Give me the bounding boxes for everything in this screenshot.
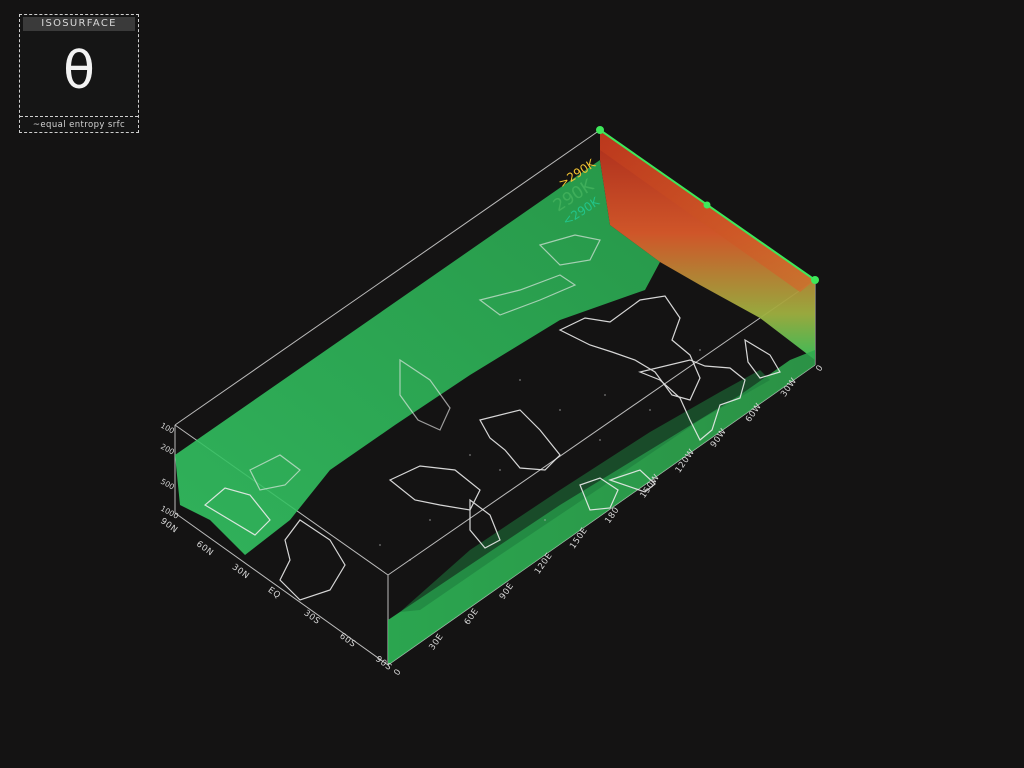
latitude-tick-60N: 60N (194, 539, 215, 558)
isosurface-east-wall-top (600, 130, 815, 292)
isosurface-south-wall (388, 350, 815, 665)
coastlines (203, 234, 781, 601)
theta-symbol: θ (63, 41, 95, 101)
longitude-tick-12: 0 (814, 363, 826, 374)
longitude-tick-0: 0 (392, 667, 404, 678)
handle-end[interactable] (811, 276, 819, 284)
latitude-tick-60S: 60S (337, 631, 357, 650)
isosurface-legend: ISOSURFACE θ ~equal entropy srfc (19, 14, 139, 133)
isosurface-north-wall (175, 160, 660, 555)
pressure-tick-200: 200 (159, 442, 176, 457)
legend-divider (20, 116, 138, 117)
latitude-tick-30S: 30S (302, 608, 322, 627)
handle-mid[interactable] (703, 201, 711, 209)
pressure-tick-100: 100 (159, 421, 176, 436)
legend-title: ISOSURFACE (23, 17, 135, 31)
background-points (379, 349, 701, 561)
slab-handles[interactable] (596, 126, 819, 284)
legend-subtitle: ~equal entropy srfc (32, 120, 126, 130)
isosurface-south-band (400, 370, 770, 612)
pressure-tick-500: 500 (159, 477, 176, 492)
handle-start[interactable] (596, 126, 604, 134)
